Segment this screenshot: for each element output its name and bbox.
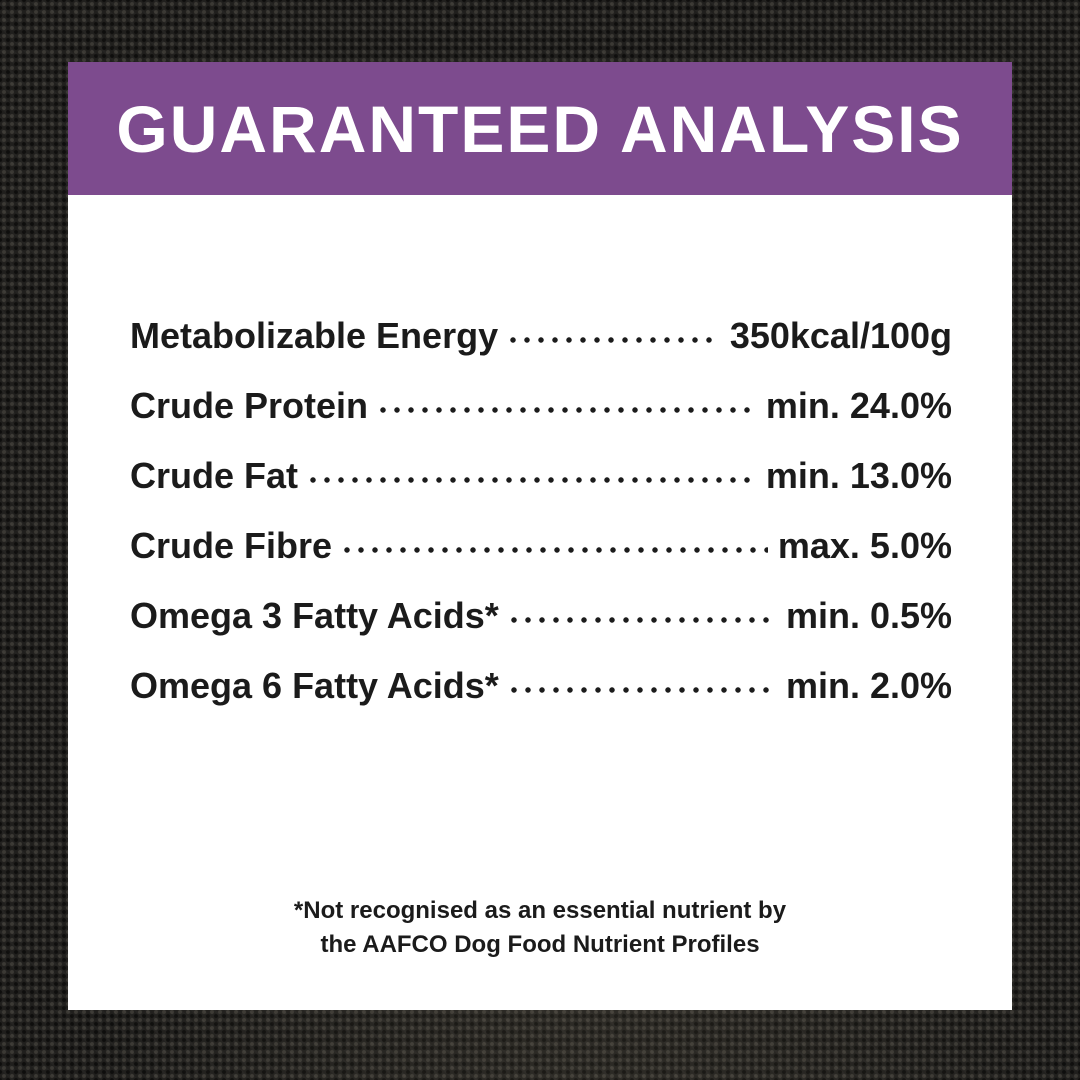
nutrient-label: Crude Fibre bbox=[130, 524, 333, 566]
table-row: Metabolizable Energy 350kcal/100g bbox=[130, 287, 952, 357]
nutrient-label: Omega 6 Fatty Acids* bbox=[130, 664, 499, 706]
dot-leader bbox=[376, 406, 756, 414]
table-row: Crude Fibre max. 5.0% bbox=[130, 497, 952, 567]
nutrient-label: Metabolizable Energy bbox=[130, 314, 499, 356]
dot-leader bbox=[506, 336, 720, 344]
table-row: Crude Protein min. 24.0% bbox=[130, 357, 952, 427]
nutrient-label: Crude Fat bbox=[130, 454, 299, 496]
nutrient-value: min. 13.0% bbox=[765, 454, 952, 496]
table-row: Omega 3 Fatty Acids* min. 0.5% bbox=[130, 567, 952, 637]
dot-leader bbox=[506, 686, 776, 694]
analysis-table: Metabolizable Energy 350kcal/100g Crude … bbox=[68, 195, 1012, 707]
footnote-line-2: the AAFCO Dog Food Nutrient Profiles bbox=[320, 931, 760, 958]
footnote: *Not recognised as an essential nutrient… bbox=[68, 894, 1012, 962]
dot-leader bbox=[306, 476, 756, 484]
dot-leader bbox=[340, 546, 768, 554]
guaranteed-analysis-card: GUARANTEED ANALYSIS Metabolizable Energy… bbox=[68, 62, 1012, 1010]
nutrient-label: Omega 3 Fatty Acids* bbox=[130, 594, 499, 636]
footnote-line-1: *Not recognised as an essential nutrient… bbox=[293, 897, 787, 924]
nutrient-value: min. 24.0% bbox=[765, 384, 952, 426]
dot-leader bbox=[506, 616, 776, 624]
table-row: Crude Fat min. 13.0% bbox=[130, 427, 952, 497]
table-row: Omega 6 Fatty Acids* min. 2.0% bbox=[130, 637, 952, 707]
nutrient-value: max. 5.0% bbox=[777, 524, 952, 566]
header-band: GUARANTEED ANALYSIS bbox=[68, 62, 1012, 195]
nutrient-value: min. 0.5% bbox=[785, 594, 952, 636]
nutrient-value: 350kcal/100g bbox=[729, 314, 952, 356]
nutrient-value: min. 2.0% bbox=[785, 664, 952, 706]
nutrient-label: Crude Protein bbox=[130, 384, 369, 426]
page-title: GUARANTEED ANALYSIS bbox=[116, 91, 964, 166]
